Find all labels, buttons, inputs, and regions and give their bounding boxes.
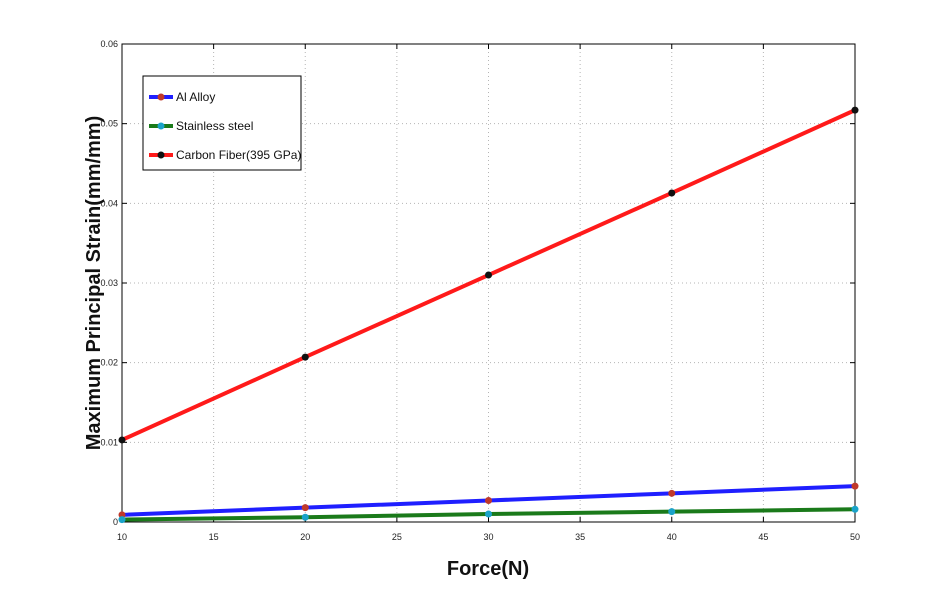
legend-label: Al Alloy [176, 90, 215, 104]
data-point [851, 505, 859, 513]
legend-box [142, 75, 302, 171]
legend-label: Carbon Fiber(395 GPa) [176, 148, 301, 162]
legend-marker [157, 122, 165, 130]
data-point [301, 513, 309, 521]
y-tick-label: 0.02 [100, 358, 118, 368]
legend-entry: Al Alloy [149, 90, 215, 104]
x-tick-label: 10 [117, 532, 127, 542]
x-tick-label: 30 [483, 532, 493, 542]
x-tick-label: 35 [575, 532, 585, 542]
data-point [485, 271, 492, 279]
y-tick-label: 0.06 [100, 39, 118, 49]
series-2 [118, 106, 859, 444]
legend-marker [157, 151, 165, 159]
legend-marker [157, 93, 165, 101]
data-point [668, 508, 676, 516]
data-point [668, 189, 676, 197]
x-axis-label: Force(N) [447, 558, 529, 580]
x-tick-label: 20 [300, 532, 310, 542]
data-point [485, 510, 492, 518]
x-tick-label: 45 [758, 532, 768, 542]
data-point [118, 436, 126, 444]
y-tick-label: 0.04 [100, 198, 118, 208]
y-tick-label: 0.05 [100, 119, 118, 129]
y-tick-label: 0 [113, 517, 118, 527]
x-tick-label: 15 [209, 532, 219, 542]
legend-entry: Carbon Fiber(395 GPa) [149, 148, 301, 162]
y-axis-label: Maximum Principal Strain(mm/mm) [83, 116, 105, 451]
y-tick-label: 0.03 [100, 278, 118, 288]
legend-label: Stainless steel [176, 119, 253, 133]
data-point [851, 106, 859, 114]
data-point [851, 482, 859, 490]
data-point [668, 489, 676, 497]
x-axis-ticks: 10 15 20 25 30 35 40 45 50 [117, 44, 860, 542]
data-point [301, 504, 309, 512]
series-layer [118, 106, 859, 524]
x-tick-label: 50 [850, 532, 860, 542]
series-1 [118, 505, 859, 524]
data-point [485, 496, 492, 504]
legend-entry: Stainless steel [149, 119, 253, 133]
data-point [118, 516, 126, 524]
data-point [301, 353, 309, 361]
y-tick-label: 0.01 [100, 437, 118, 447]
x-tick-label: 25 [392, 532, 402, 542]
legend: Al Alloy Stainless steel Carbon Fiber(395 … [142, 75, 302, 171]
x-tick-label: 40 [667, 532, 677, 542]
